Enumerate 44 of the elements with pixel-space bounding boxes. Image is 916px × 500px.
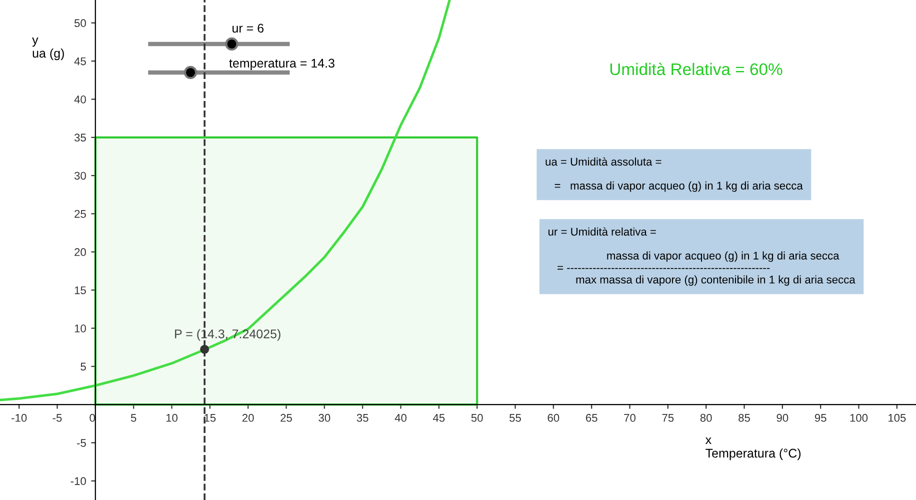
- x-tick-label: 65: [586, 414, 598, 422]
- x-tick-label: 25: [280, 414, 292, 422]
- y-tick-label: 35: [74, 134, 86, 142]
- x-tick-label: 90: [776, 414, 788, 422]
- annotation: ur = 6: [232, 24, 264, 33]
- x-tick-label: 55: [510, 414, 521, 422]
- y-tick-label: 50: [74, 19, 86, 28]
- y-tick-label: -10: [70, 477, 86, 486]
- x-tick-label: 0: [90, 414, 95, 422]
- y-tick-label: 15: [74, 286, 86, 294]
- x-tick-label: 15: [204, 414, 216, 422]
- x-tick-label: 5: [130, 414, 136, 422]
- y-tick-label: 45: [74, 57, 86, 66]
- y-tick-label: 30: [74, 172, 86, 180]
- x-axis-title: x Temperatura (°C): [705, 437, 801, 460]
- text: ua = Umidità assoluta = = massa di vapor acqueo (g) in 1 kg di aria secca: [546, 157, 803, 192]
- text: ur = Umidità relativa = massa di vapor acqueo (g) in 1 kg di aria secca = ------------------------------------------------------- max massa di vapore (g) contenibile in 1 kg di aria secca: [548, 227, 856, 286]
- line-series: [0, 0, 451, 402]
- x-tick-label: 95: [814, 414, 826, 422]
- x-tick-label: -10: [12, 414, 27, 422]
- y-tick-label: -5: [77, 439, 86, 447]
- text: Umidità Relativa = 60%: [610, 62, 782, 76]
- x-tick-label: 105: [888, 414, 906, 422]
- y-axis-title: y ua (g): [32, 37, 64, 60]
- x-tick-label: 75: [662, 414, 674, 422]
- y-tick-label: 5: [80, 362, 86, 371]
- x-tick-label: 45: [432, 414, 445, 422]
- x-tick-label: 70: [624, 414, 636, 422]
- x-tick-label: 20: [242, 414, 254, 422]
- y-tick-label: 25: [74, 210, 86, 218]
- x-tick-label: 85: [738, 414, 750, 422]
- x-tick-label: 60: [548, 414, 560, 422]
- x-tick-label: 35: [356, 414, 368, 422]
- annotation: temperatura = 14.3: [229, 58, 334, 70]
- x-tick-label: 50: [471, 414, 483, 422]
- x-tick-label: 30: [318, 414, 330, 422]
- y-tick-label: 10: [74, 324, 86, 332]
- x-tick-label: 80: [700, 414, 712, 422]
- x-tick-label: 100: [850, 414, 868, 422]
- x-tick-label: -5: [52, 414, 62, 422]
- x-tick-label: 10: [166, 414, 178, 422]
- y-tick-label: 40: [74, 96, 86, 104]
- x-tick-label: 40: [394, 414, 406, 422]
- y-tick-label: 20: [74, 248, 86, 256]
